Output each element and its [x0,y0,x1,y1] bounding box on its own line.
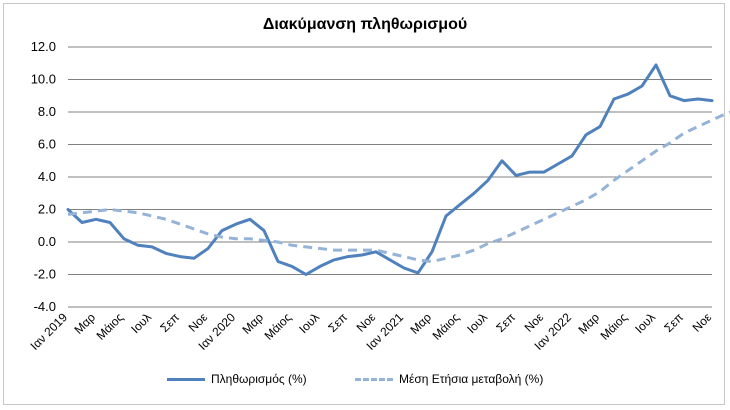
x-tick-label: Μάιος [598,310,631,343]
x-tick-label: Σεπ [493,310,518,335]
x-tick-label: Ιουλ [464,310,490,336]
y-tick-label: -2.0 [34,267,56,282]
series-line-average [67,110,730,263]
legend-item-average: Μέση Ετήσια μεταβολή (%) [355,372,543,386]
x-tick-label: Σεπ [157,310,182,335]
legend-item-inflation: Πληθωρισμός (%) [167,372,307,386]
legend-swatch-inflation [167,377,205,381]
legend-label-average: Μέση Ετήσια μεταβολή (%) [399,372,544,386]
x-tick-label: Μάιος [430,310,463,343]
x-tick-label: Ιουλ [296,310,322,336]
series-line-inflation [66,63,714,276]
y-tick-label: 4.0 [38,169,56,184]
x-tick-label: Μάιος [94,310,127,343]
legend-label-inflation: Πληθωρισμός (%) [211,372,307,386]
chart-frame [3,3,725,405]
y-tick-label: 10.0 [31,72,56,87]
x-tick-label: Νοε [690,310,715,335]
y-tick-label: 12.0 [31,39,56,54]
x-tick-label: Ιουλ [632,310,658,336]
chart-legend: Πληθωρισμός (%) Μέση Ετήσια μεταβολή (%) [0,372,730,392]
x-tick-label: Σεπ [661,310,686,335]
x-tick-label: Ιαν 2019 [27,310,70,353]
y-tick-label: 0.0 [38,234,56,249]
y-tick-label: 2.0 [38,202,56,217]
chart-title: Διακύμανση πληθωρισμού [262,16,468,33]
y-tick-label: 8.0 [38,104,56,119]
y-tick-label: 6.0 [38,137,56,152]
y-tick-label: -4.0 [34,299,56,314]
legend-swatch-average [355,377,393,381]
x-tick-label: Ιουλ [128,310,154,336]
x-tick-label: Μάιος [262,310,295,343]
x-tick-label: Σεπ [325,310,350,335]
